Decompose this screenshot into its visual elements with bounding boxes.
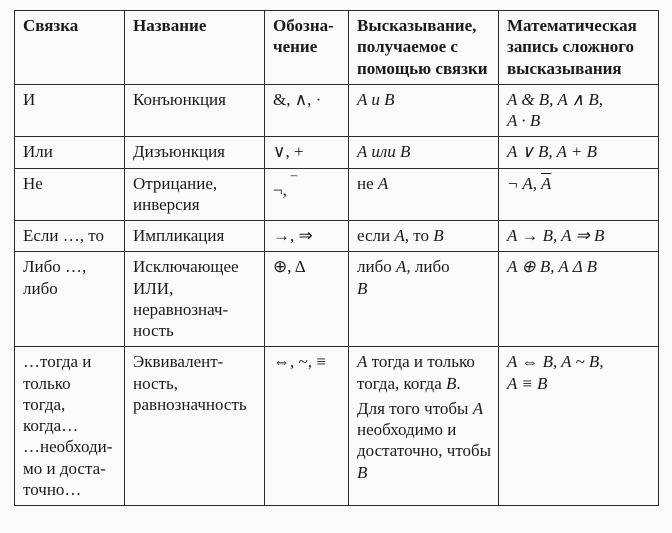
header-math-notation: Математи­ческая запись сложного высказыв…: [499, 11, 659, 85]
cell-statement: A или B: [349, 137, 499, 168]
table-header-row: Связка Название Обозна­чение Высказыва­н…: [15, 11, 659, 85]
cell-math: A & B, A ∧ B, A · B: [499, 84, 659, 137]
header-connective: Связка: [15, 11, 125, 85]
table-row: И Конъюнкция &, ∧, · A и B A & B, A ∧ B,…: [15, 84, 659, 137]
table-row: Если …, то Импликация →, ⇒ если A, то B …: [15, 221, 659, 252]
cell-math: ¬ A, A: [499, 168, 659, 221]
cell-notation: ⇔, ~, ≡: [265, 347, 349, 506]
cell-connective: Не: [15, 168, 125, 221]
cell-name: Отрицание, инверсия: [125, 168, 265, 221]
header-notation: Обозна­чение: [265, 11, 349, 85]
cell-notation: &, ∧, ·: [265, 84, 349, 137]
table-row: Не Отрицание, инверсия ¬, ‾ не A ¬ A, A: [15, 168, 659, 221]
table-row: Либо …, либо Исключающее ИЛИ, неравнозна…: [15, 252, 659, 347]
table-row: …тогда и только тогда, когда… …необходи­…: [15, 347, 659, 506]
cell-name: Эквивалент­ность, равнознач­ность: [125, 347, 265, 506]
header-statement: Высказыва­ние, полу­чаемое с помощью свя…: [349, 11, 499, 85]
cell-statement: если A, то B: [349, 221, 499, 252]
cell-connective: Если …, то: [15, 221, 125, 252]
cell-statement: A тогда и только тогда, когда B. Для тог…: [349, 347, 499, 506]
cell-notation: ⊕, Δ: [265, 252, 349, 347]
cell-math: A ⇔ B, A ~ B, A ≡ B: [499, 347, 659, 506]
cell-math: A ∨ B, A + B: [499, 137, 659, 168]
cell-notation: →, ⇒: [265, 221, 349, 252]
cell-name: Исключающее ИЛИ, неравнознач­ность: [125, 252, 265, 347]
cell-name: Дизъюнкция: [125, 137, 265, 168]
cell-connective: Или: [15, 137, 125, 168]
cell-math: A → B, A ⇒ B: [499, 221, 659, 252]
cell-statement: либо A, либо B: [349, 252, 499, 347]
cell-math: A ⊕ B, A Δ B: [499, 252, 659, 347]
cell-connective: И: [15, 84, 125, 137]
cell-notation: ∨, +: [265, 137, 349, 168]
header-name: Название: [125, 11, 265, 85]
cell-connective: Либо …, либо: [15, 252, 125, 347]
cell-statement: A и B: [349, 84, 499, 137]
cell-name: Конъюнкция: [125, 84, 265, 137]
logic-connectives-table: Связка Название Обозна­чение Высказыва­н…: [14, 10, 659, 506]
cell-name: Импликация: [125, 221, 265, 252]
table-row: Или Дизъюнкция ∨, + A или B A ∨ B, A + B: [15, 137, 659, 168]
cell-statement: не A: [349, 168, 499, 221]
cell-connective: …тогда и только тогда, когда… …необходи­…: [15, 347, 125, 506]
cell-notation: ¬, ‾: [265, 168, 349, 221]
